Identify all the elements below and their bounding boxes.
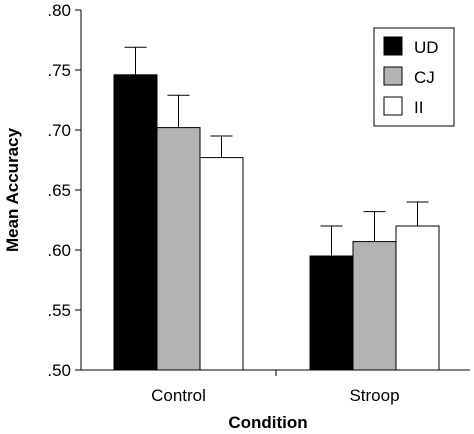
legend-swatch-ii (383, 96, 403, 116)
legend-label-cj: CJ (414, 68, 435, 87)
x-axis-title: Condition (228, 413, 307, 432)
y-axis: .50 .55 .60 .65 .70 .75 .80 (47, 1, 82, 380)
bar-ii-control (199, 157, 244, 371)
bars (113, 74, 440, 371)
legend-swatch-ud (383, 36, 403, 56)
legend: UD CJ II (373, 27, 455, 127)
x-axis: Control Stroop (81, 369, 470, 405)
legend-label-ii: II (414, 98, 423, 117)
bar-ii-stroop (395, 225, 440, 371)
bar-ud-stroop (309, 255, 354, 371)
x-tick-label: Control (151, 386, 206, 405)
bar-ud-control (113, 74, 158, 371)
bar-cj-stroop (352, 241, 397, 371)
error-bars (124, 46, 429, 256)
x-tick-label: Stroop (349, 386, 399, 405)
legend-swatch-cj (383, 66, 403, 86)
y-tick-label: .60 (47, 241, 71, 260)
y-axis-title: Mean Accuracy (3, 127, 22, 252)
legend-label-ud: UD (414, 38, 439, 57)
bar-cj-control (156, 127, 201, 371)
y-tick-label: .75 (47, 61, 71, 80)
y-tick-label: .65 (47, 181, 71, 200)
y-tick-label: .55 (47, 301, 71, 320)
y-tick-label: .70 (47, 121, 71, 140)
y-tick-label: .80 (47, 1, 71, 20)
y-tick-label: .50 (47, 361, 71, 380)
